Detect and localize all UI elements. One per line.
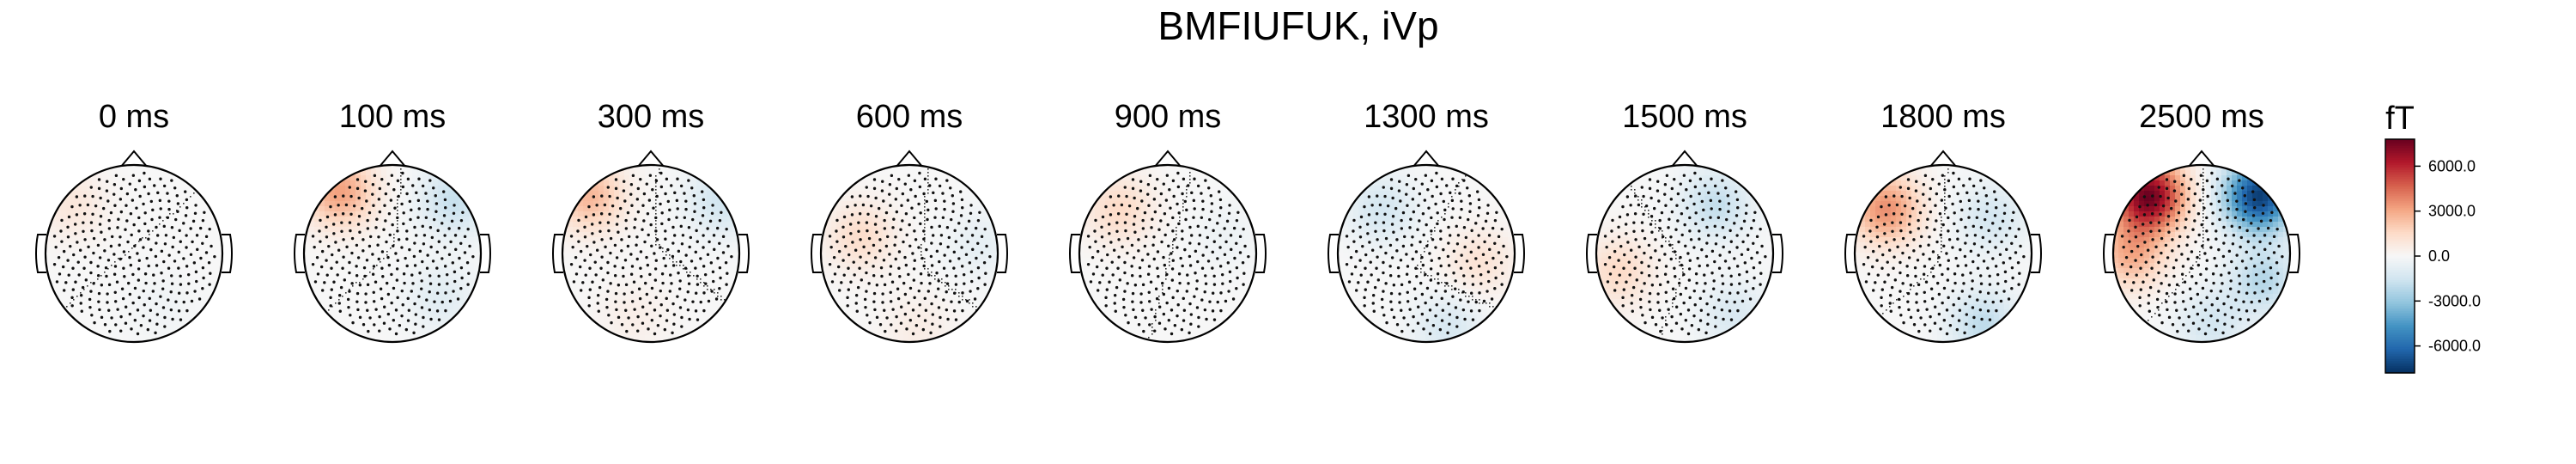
- head-ear-right: [738, 234, 750, 273]
- head-ear-left: [811, 234, 822, 273]
- colorbar-tick-label: 6000.0: [2428, 157, 2476, 174]
- colorbar-ticks: 6000.0 3000.0 0.0 -3000.0 -6000.0: [2415, 157, 2481, 355]
- head-ear-right: [1772, 234, 1783, 273]
- colorbar-unit-label: fT: [2385, 101, 2415, 137]
- topomap-panel: 1800 ms: [1844, 99, 2042, 344]
- topomap-panel: 0 ms: [35, 99, 233, 344]
- panel-time-label: 1500 ms: [1622, 99, 1747, 135]
- sensor-markers: [828, 171, 992, 336]
- panel-time-label: 1800 ms: [1880, 99, 2006, 135]
- topomap-panel: 900 ms: [1069, 99, 1267, 344]
- panel-time-label: 2500 ms: [2139, 99, 2264, 135]
- head-ear-right: [1255, 234, 1267, 273]
- topomap-contours: [655, 168, 726, 301]
- head-ear-right: [997, 234, 1008, 273]
- head-outline: [2111, 163, 2292, 344]
- sensor-markers: [311, 171, 475, 336]
- head-ear-left: [294, 234, 305, 273]
- head-outline: [1595, 163, 1775, 344]
- head-outline: [1853, 163, 2033, 344]
- sensor-markers: [1603, 171, 1767, 336]
- topomap-panel: 300 ms: [552, 99, 750, 344]
- topomap-field: [46, 165, 222, 342]
- topomap-panels: 0 ms 100 ms 300 ms 600 ms 900 ms 1300 ms 1500 …: [35, 99, 2300, 344]
- head-nose: [1670, 150, 1699, 168]
- topomap-panel: 600 ms: [811, 99, 1008, 344]
- head-ear-left: [35, 234, 46, 273]
- colorbar-tick-label: 0.0: [2428, 247, 2450, 265]
- panel-time-label: 0 ms: [99, 99, 169, 135]
- panel-time-label: 900 ms: [1115, 99, 1222, 135]
- colorbar-tick-label: -3000.0: [2428, 292, 2481, 309]
- head-ear-right: [480, 234, 491, 273]
- head-ear-left: [1069, 234, 1080, 273]
- head-outline: [44, 163, 224, 344]
- head-ear-right: [2031, 234, 2042, 273]
- figure-title: BMFIUFUK, iVp: [1157, 3, 1438, 48]
- panel-time-label: 600 ms: [856, 99, 963, 135]
- panel-time-label: 100 ms: [339, 99, 447, 135]
- head-nose: [378, 150, 407, 168]
- head-ear-right: [1514, 234, 1525, 273]
- sensor-markers: [569, 171, 733, 336]
- colorbar-tick-label: 3000.0: [2428, 203, 2476, 220]
- head-nose: [1153, 150, 1182, 168]
- panel-time-label: 1300 ms: [1364, 99, 1489, 135]
- head-outline: [819, 163, 999, 344]
- head-ear-right: [222, 234, 233, 273]
- head-ear-left: [1327, 234, 1339, 273]
- head-nose: [2187, 150, 2216, 168]
- head-outline: [1078, 163, 1258, 344]
- colorbar-tick-label: -6000.0: [2428, 338, 2481, 355]
- head-nose: [1412, 150, 1441, 168]
- colorbar: fT 6000.0 3000.0 0.0 -3000.0 -6000.0: [2385, 101, 2481, 374]
- head-outline: [302, 163, 483, 344]
- topomap-panel: 2500 ms: [2103, 99, 2300, 344]
- topomap-panel: 1300 ms: [1327, 99, 1525, 344]
- head-outline: [1336, 163, 1516, 344]
- head-nose: [1929, 150, 1958, 168]
- head-ear-right: [2289, 234, 2300, 273]
- topomap-field: [2113, 165, 2290, 342]
- head-nose: [636, 150, 665, 168]
- sensor-markers: [2120, 171, 2284, 336]
- head-outline: [561, 163, 741, 344]
- head-ear-left: [1586, 234, 1597, 273]
- sensor-markers: [1086, 171, 1250, 336]
- sensor-markers: [1345, 171, 1509, 336]
- head-nose: [119, 150, 149, 168]
- colorbar-gradient: [2385, 138, 2415, 374]
- head-ear-left: [1844, 234, 1856, 273]
- panel-time-label: 300 ms: [598, 99, 705, 135]
- sensor-markers: [1862, 171, 2026, 336]
- head-ear-left: [2103, 234, 2114, 273]
- sensor-markers: [52, 171, 216, 336]
- topomap-contours: [2148, 168, 2204, 321]
- topomap-panel: 1500 ms: [1586, 99, 1783, 344]
- topomap-panel: 100 ms: [294, 99, 491, 344]
- head-nose: [895, 150, 924, 168]
- head-ear-left: [552, 234, 563, 273]
